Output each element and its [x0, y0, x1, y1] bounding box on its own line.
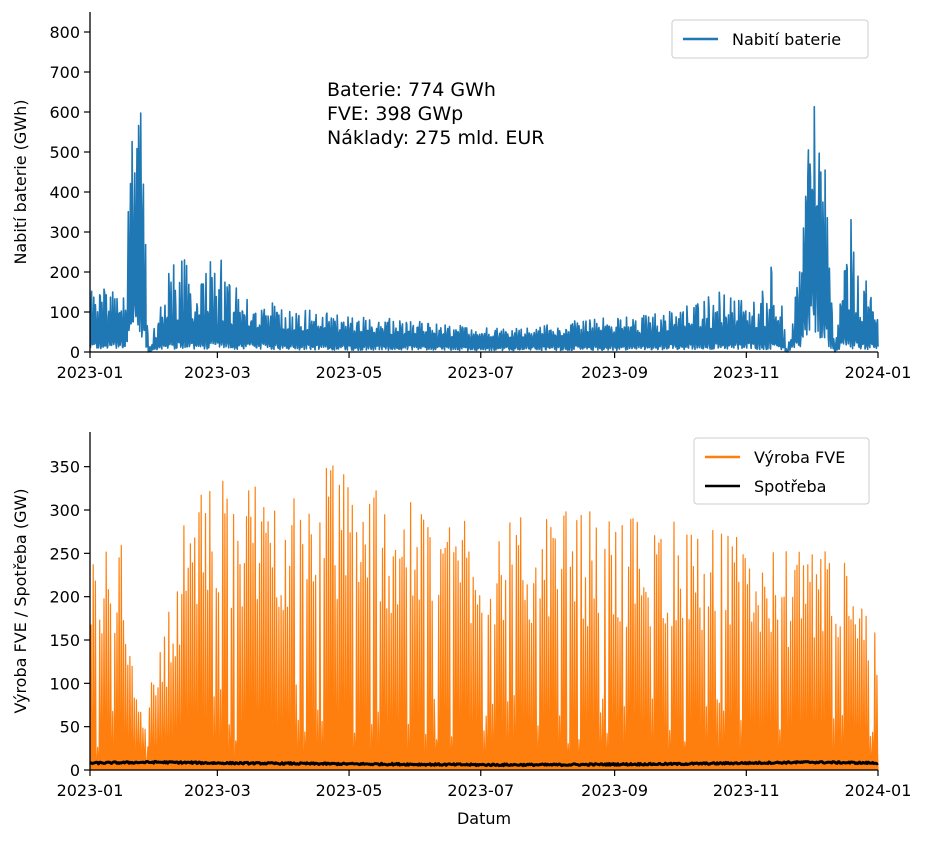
- x-tick-label: 2023-05: [316, 781, 383, 800]
- x-tick-label: 2023-03: [184, 781, 251, 800]
- annotation-line: FVE: 398 GWp: [327, 103, 463, 125]
- consumption-series-line: [89, 759, 879, 768]
- y-tick-label: 200: [49, 263, 80, 282]
- legend: Nabití baterie: [671, 19, 869, 59]
- legend-label: Spotřeba: [754, 477, 826, 496]
- legend-frame: [671, 19, 869, 59]
- y-tick-label: 250: [49, 544, 80, 563]
- legend-label: Nabití baterie: [732, 30, 841, 49]
- y-tick-label: 0: [70, 761, 80, 780]
- y-ticks: 0 50 100 150 200 250 300 350: [49, 458, 90, 780]
- x-ticks: 2023-01 2023-03 2023-05 2023-07 2023-09 2023-…: [57, 770, 912, 800]
- battery-line: [89, 105, 879, 353]
- x-tick-label: 2023-09: [581, 363, 648, 382]
- y-tick-label: 300: [49, 501, 80, 520]
- legend: Výroba FVE Spotřeba: [693, 437, 870, 505]
- y-tick-label: 600: [49, 103, 80, 122]
- battery-chart: 0 100 200 300 400 500 600 700 800 2023-01 2023-03…: [11, 12, 911, 382]
- legend-frame: [693, 437, 870, 505]
- y-tick-label: 0: [70, 343, 80, 362]
- consumption-line: [89, 759, 879, 768]
- battery-series-line: [89, 105, 879, 353]
- y-tick-label: 350: [49, 458, 80, 477]
- x-tick-label: 2023-07: [447, 781, 514, 800]
- y-tick-label: 800: [49, 23, 80, 42]
- x-ticks: 2023-01 2023-03 2023-05 2023-07 2023-09 2023-…: [57, 352, 912, 382]
- y-tick-label: 50: [60, 718, 80, 737]
- y-axis-label: Výroba FVE / Spotřeba (GW): [11, 488, 30, 713]
- y-tick-label: 700: [49, 63, 80, 82]
- x-tick-label: 2023-11: [713, 781, 780, 800]
- x-tick-label: 2023-07: [447, 363, 514, 382]
- y-tick-label: 200: [49, 588, 80, 607]
- y-ticks: 0 100 200 300 400 500 600 700 800: [49, 23, 90, 362]
- legend-label: Výroba FVE: [754, 448, 845, 467]
- fve-series-area: [89, 465, 879, 771]
- annotation: Baterie: 774 GWh FVE: 398 GWp Náklady: 2…: [327, 79, 545, 149]
- x-tick-label: 2023-09: [581, 781, 648, 800]
- y-tick-label: 150: [49, 631, 80, 650]
- x-tick-label: 2023-05: [316, 363, 383, 382]
- y-tick-label: 300: [49, 223, 80, 242]
- x-tick-label: 2023-01: [57, 363, 124, 382]
- y-tick-label: 400: [49, 183, 80, 202]
- x-axis-label: Datum: [457, 809, 511, 828]
- y-tick-label: 500: [49, 143, 80, 162]
- y-tick-label: 100: [49, 674, 80, 693]
- x-tick-label: 2023-01: [57, 781, 124, 800]
- y-axis-label: Nabití baterie (GWh): [11, 99, 30, 264]
- x-tick-label: 2024-01: [845, 781, 912, 800]
- annotation-line: Baterie: 774 GWh: [327, 79, 496, 101]
- x-tick-label: 2024-01: [845, 363, 912, 382]
- fve-area: [89, 465, 879, 771]
- y-tick-label: 100: [49, 303, 80, 322]
- annotation-line: Náklady: 275 mld. EUR: [327, 127, 545, 149]
- x-tick-label: 2023-03: [184, 363, 251, 382]
- x-tick-label: 2023-11: [713, 363, 780, 382]
